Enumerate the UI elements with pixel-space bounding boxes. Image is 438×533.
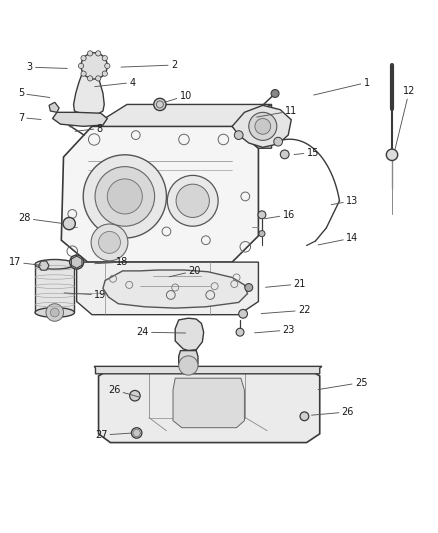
Ellipse shape <box>35 308 74 317</box>
Text: 28: 28 <box>18 213 61 223</box>
Polygon shape <box>53 112 107 126</box>
Circle shape <box>167 175 218 226</box>
Circle shape <box>105 63 110 69</box>
Text: 11: 11 <box>257 106 297 117</box>
Circle shape <box>70 255 84 269</box>
Text: 15: 15 <box>294 148 319 158</box>
Polygon shape <box>175 318 204 351</box>
Circle shape <box>46 304 64 321</box>
Circle shape <box>88 51 93 56</box>
Text: 2: 2 <box>121 60 177 70</box>
Circle shape <box>83 155 166 238</box>
Text: 19: 19 <box>64 290 106 300</box>
Text: 20: 20 <box>169 266 201 277</box>
Text: 22: 22 <box>261 305 311 316</box>
Text: 14: 14 <box>318 233 358 245</box>
Circle shape <box>99 231 120 253</box>
Circle shape <box>255 118 271 134</box>
Text: 23: 23 <box>254 325 295 335</box>
Text: 12: 12 <box>395 86 415 150</box>
Circle shape <box>88 76 93 81</box>
Text: 3: 3 <box>27 62 67 72</box>
Circle shape <box>280 150 289 159</box>
Polygon shape <box>77 262 258 314</box>
Text: 5: 5 <box>18 88 50 99</box>
Circle shape <box>386 149 398 160</box>
Circle shape <box>274 138 283 146</box>
Circle shape <box>239 310 247 318</box>
Text: 8: 8 <box>75 124 102 134</box>
Circle shape <box>63 217 75 230</box>
Circle shape <box>236 328 244 336</box>
Text: 26: 26 <box>108 385 140 397</box>
Text: 10: 10 <box>165 91 192 102</box>
Polygon shape <box>232 104 272 148</box>
Polygon shape <box>99 368 320 442</box>
Circle shape <box>179 356 198 375</box>
Circle shape <box>249 112 277 140</box>
Circle shape <box>130 391 140 401</box>
Polygon shape <box>74 73 104 115</box>
Circle shape <box>81 53 107 79</box>
Polygon shape <box>94 366 322 374</box>
Polygon shape <box>61 126 258 262</box>
Polygon shape <box>232 106 291 147</box>
Circle shape <box>81 55 86 61</box>
Circle shape <box>234 131 243 140</box>
Circle shape <box>95 76 101 81</box>
Circle shape <box>154 98 166 110</box>
Bar <box>35 264 74 312</box>
Text: 13: 13 <box>331 196 358 206</box>
Polygon shape <box>173 378 244 427</box>
Text: 26: 26 <box>311 407 354 417</box>
Polygon shape <box>39 261 49 270</box>
Circle shape <box>258 211 266 219</box>
Text: 27: 27 <box>95 430 131 440</box>
Circle shape <box>259 231 265 237</box>
Circle shape <box>78 63 84 69</box>
Polygon shape <box>71 256 82 268</box>
Polygon shape <box>179 351 198 373</box>
Circle shape <box>95 51 101 56</box>
Circle shape <box>131 427 142 438</box>
Circle shape <box>300 412 309 421</box>
Text: 18: 18 <box>95 257 128 267</box>
Circle shape <box>102 55 107 61</box>
Text: 17: 17 <box>9 257 41 267</box>
Circle shape <box>107 179 142 214</box>
Circle shape <box>245 284 253 292</box>
Ellipse shape <box>35 260 74 269</box>
Circle shape <box>271 90 279 98</box>
Circle shape <box>176 184 209 217</box>
Text: 16: 16 <box>265 210 295 220</box>
Text: 21: 21 <box>265 279 306 289</box>
Polygon shape <box>103 270 247 308</box>
Circle shape <box>95 167 155 226</box>
Circle shape <box>81 71 86 76</box>
Text: 25: 25 <box>318 377 367 390</box>
Text: 1: 1 <box>314 77 370 95</box>
Circle shape <box>50 308 59 317</box>
Text: 24: 24 <box>137 327 186 337</box>
Circle shape <box>102 71 107 76</box>
Circle shape <box>91 224 128 261</box>
Text: 4: 4 <box>95 77 135 87</box>
Text: 7: 7 <box>18 112 41 123</box>
Polygon shape <box>92 104 272 126</box>
Polygon shape <box>49 102 59 112</box>
